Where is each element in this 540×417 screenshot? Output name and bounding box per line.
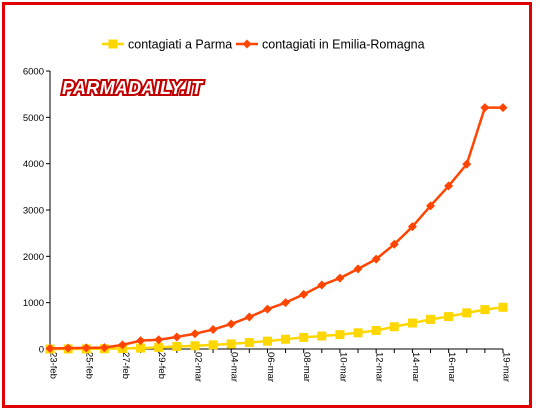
data-point — [244, 338, 254, 348]
data-point — [498, 302, 508, 312]
series-line — [49, 306, 504, 351]
data-point — [63, 343, 73, 353]
legend-item: contagiati in Emilia-Romagna — [236, 38, 425, 52]
x-tick-label: 10-mar — [337, 352, 348, 382]
data-point — [244, 312, 254, 322]
data-point — [154, 335, 164, 345]
y-tick-label: 3000 — [23, 206, 44, 217]
data-point — [407, 222, 417, 232]
data-point — [117, 340, 127, 350]
data-point — [172, 341, 182, 351]
y-tick-label: 5000 — [23, 113, 44, 124]
x-tick-label: 23-feb — [47, 352, 58, 379]
data-point — [353, 264, 363, 274]
data-point — [426, 201, 436, 211]
data-point — [426, 314, 436, 324]
axes: 0 1000 2000 3000 4000 5000 6000 23-feb 25-feb 27-… — [23, 67, 512, 383]
x-tick-label: 27-feb — [120, 352, 131, 379]
data-point — [136, 343, 146, 353]
data-point — [371, 254, 381, 264]
x-tick-label: 02-mar — [192, 352, 203, 382]
data-point — [262, 304, 272, 314]
legend-label: contagiati in Emilia-Romagna — [262, 38, 425, 52]
watermark-logo: PARMADAILY.IT — [62, 78, 204, 98]
data-point — [136, 336, 146, 346]
data-point — [389, 239, 399, 249]
data-point — [45, 344, 55, 354]
data-point — [444, 181, 454, 191]
data-point — [389, 322, 399, 332]
series-line — [49, 106, 503, 350]
data-point — [480, 305, 490, 315]
data-point — [462, 159, 472, 169]
data-point — [190, 341, 200, 351]
y-tick-label: 6000 — [23, 67, 44, 78]
legend-marker — [108, 39, 118, 49]
y-tick-label: 1000 — [23, 298, 44, 309]
legend-marker — [242, 39, 252, 49]
data-point — [371, 325, 381, 335]
y-tick-label: 2000 — [23, 252, 44, 263]
data-point — [299, 332, 309, 342]
legend-label: contagiati a Parma — [128, 38, 232, 52]
x-tick-label: 19-mar — [500, 352, 511, 382]
x-tick-label: 06-mar — [265, 352, 276, 382]
x-tick-label: 25-feb — [84, 352, 95, 379]
series-emilia-romagna — [45, 103, 508, 354]
data-point — [353, 328, 363, 338]
data-point — [99, 343, 109, 353]
data-point — [317, 280, 327, 290]
data-point — [172, 332, 182, 342]
data-point — [407, 318, 417, 328]
x-tick-label: 08-mar — [301, 352, 312, 382]
legend-item: contagiati a Parma — [102, 38, 232, 52]
data-point — [81, 343, 91, 353]
legend: contagiati a Parma contagiati in Emilia-R… — [102, 38, 425, 52]
series-parma — [45, 302, 508, 354]
series-layer — [45, 103, 508, 354]
x-tick-label: 12-mar — [374, 352, 385, 382]
data-point — [190, 329, 200, 339]
data-point — [208, 340, 218, 350]
data-point — [154, 342, 164, 352]
data-point — [226, 319, 236, 329]
data-point — [281, 298, 291, 308]
x-tick-label: 29-feb — [156, 352, 167, 379]
data-point — [317, 331, 327, 341]
data-point — [335, 273, 345, 283]
data-point — [281, 334, 291, 344]
data-point — [480, 103, 490, 113]
data-point — [262, 336, 272, 346]
y-tick-label: 4000 — [23, 159, 44, 170]
data-point — [335, 330, 345, 340]
x-tick-label: 16-mar — [446, 352, 457, 382]
data-point — [444, 312, 454, 322]
x-tick-label: 14-mar — [410, 352, 421, 382]
x-tick-label: 04-mar — [229, 352, 240, 382]
data-point — [462, 308, 472, 318]
data-point — [299, 289, 309, 299]
data-point — [226, 339, 236, 349]
data-point — [208, 325, 218, 335]
data-point — [498, 103, 508, 113]
y-tick-label: 0 — [39, 345, 44, 356]
